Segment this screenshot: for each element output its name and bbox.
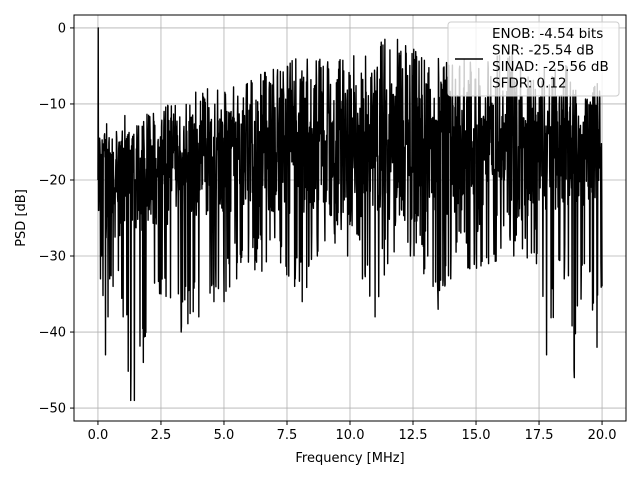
x-tick-label: 2.5: [151, 428, 172, 443]
x-tick-label: 17.5: [525, 428, 554, 443]
x-tick-label: 20.0: [588, 428, 617, 443]
y-tick-label: −10: [39, 97, 66, 112]
x-axis-label: Frequency [MHz]: [295, 451, 404, 466]
legend-sinad: SINAD: -25.56 dB: [492, 59, 609, 75]
legend: ENOB: -4.54 bits SNR: -25.54 dB SINAD: -…: [447, 21, 620, 97]
psd-series-line: [97, 27, 603, 402]
x-axis: 0.0 2.5 5.0 7.5 10.0 12.5 15.0 17.5 20.0: [88, 421, 617, 443]
legend-enob: ENOB: -4.54 bits: [492, 26, 603, 42]
plot-area: [97, 27, 603, 402]
x-tick-label: 7.5: [277, 428, 298, 443]
legend-box: [447, 21, 620, 97]
y-tick-label: −50: [39, 402, 66, 417]
y-tick-label: −30: [39, 250, 66, 265]
x-tick-label: 0.0: [88, 428, 109, 443]
y-tick-label: 0: [58, 21, 66, 36]
x-tick-label: 12.5: [399, 428, 428, 443]
legend-sfdr: SFDR: 0.12: [492, 76, 567, 92]
y-tick-label: −20: [39, 173, 66, 188]
y-axis-label: PSD [dB]: [14, 189, 29, 247]
y-tick-label: −40: [39, 326, 66, 341]
x-tick-label: 10.0: [336, 428, 365, 443]
legend-snr: SNR: -25.54 dB: [492, 43, 594, 59]
x-tick-label: 5.0: [214, 428, 235, 443]
y-axis: 0 −10 −20 −30 −40 −50: [39, 21, 74, 417]
x-tick-label: 15.0: [462, 428, 491, 443]
